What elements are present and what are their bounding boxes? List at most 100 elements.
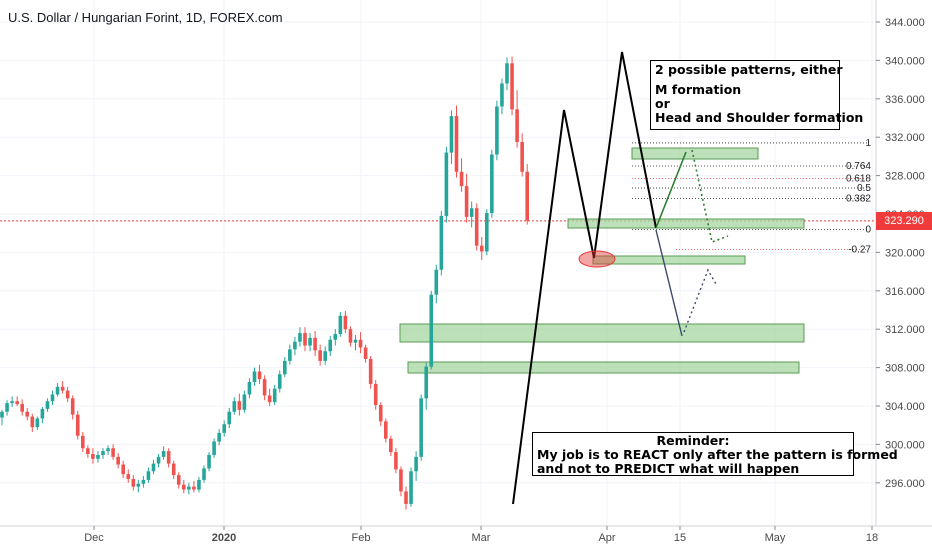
candle-body [333,334,338,340]
candle [176,472,181,489]
pattern-drawings [512,51,729,505]
candle [434,264,439,304]
candle [106,445,110,455]
candle-body [106,448,110,452]
candle-body [500,83,504,107]
candle [202,465,206,483]
support-zone [567,218,805,229]
candle-body [91,454,95,459]
candle-body [424,366,428,399]
candle-body [237,401,242,410]
candle [151,459,156,475]
price-tick-label: 312.000 [885,324,925,336]
candle-body [363,347,368,359]
candle-body [272,388,277,403]
price-tick-label: 308.000 [885,363,925,375]
candle-body [298,333,302,342]
candle [207,452,211,472]
candle [474,203,479,251]
candle-body [197,479,201,490]
candle-body [368,358,373,384]
time-axis-bg [0,526,932,550]
candle-body [25,411,30,417]
candle [166,448,171,468]
candle [469,201,474,228]
candle [348,326,353,347]
candle-body [409,471,413,504]
candle [378,402,383,427]
candle [192,480,196,493]
candle [343,310,348,334]
candle-body [474,208,479,246]
candle-body [96,454,100,459]
candle [490,149,494,218]
candle [40,406,45,424]
candle-body [141,479,146,484]
candle [0,409,4,426]
candle [277,370,282,393]
candle [141,476,146,488]
candle [20,399,24,416]
candle [525,164,529,225]
candle [187,482,191,495]
candle-body [146,471,151,480]
candle-body [520,142,524,172]
candle [101,448,105,459]
projection-up-line [655,151,687,229]
candle [257,364,262,384]
time-axis[interactable]: Dec 2020 Feb Mar Apr 15 May 18 [0,525,932,550]
patterns-note[interactable]: 2 possible patterns, either M formation … [650,60,863,130]
candle [136,479,141,493]
candle-body [81,435,85,449]
candle [65,386,70,403]
candle-body [505,63,509,84]
candle [60,381,65,394]
candle-body [399,469,403,492]
candle [5,400,9,416]
candle-body [136,483,141,487]
candle [389,435,393,456]
candle [81,431,85,453]
candle-body [389,438,393,453]
candle-body [121,464,125,475]
candle-body [394,452,398,470]
candle-body [182,484,186,490]
candle [323,346,327,365]
fib-level-label: 0 [865,224,871,235]
price-tick-label: 328.000 [885,171,925,183]
candle [439,211,444,276]
candle-body [323,351,327,361]
candle [227,407,232,429]
projection-down-dotted [691,149,729,244]
price-axis[interactable]: 344.000340.000336.000332.000328.000324.0… [875,0,932,526]
candle-body [343,315,348,330]
candle [298,327,302,347]
candle-body [207,454,211,469]
candle-body [242,394,247,410]
price-tick-label: 304.000 [885,401,925,413]
candle-body [485,213,489,252]
candle [86,445,90,458]
candle [156,454,161,468]
low-highlight-ellipse [578,250,616,268]
candle [197,477,201,493]
candle [111,444,115,460]
candle-body [490,154,494,214]
candle-body [187,486,191,490]
candle [35,416,40,430]
support-zone [592,255,746,265]
reminder-note[interactable]: Reminder: My job is to REACT only after … [532,432,898,476]
candle-body [171,463,176,476]
fib-level-label: 0.764 [846,161,871,172]
candle-body [419,398,423,457]
candle-body [35,418,40,428]
candle-body [469,208,474,217]
candle [495,100,499,161]
candle [333,329,338,346]
price-tick-label: 300.000 [885,439,925,451]
time-tick-label: Feb [352,532,371,544]
candle [419,394,423,461]
candle-body [434,269,439,295]
candle [283,357,287,378]
